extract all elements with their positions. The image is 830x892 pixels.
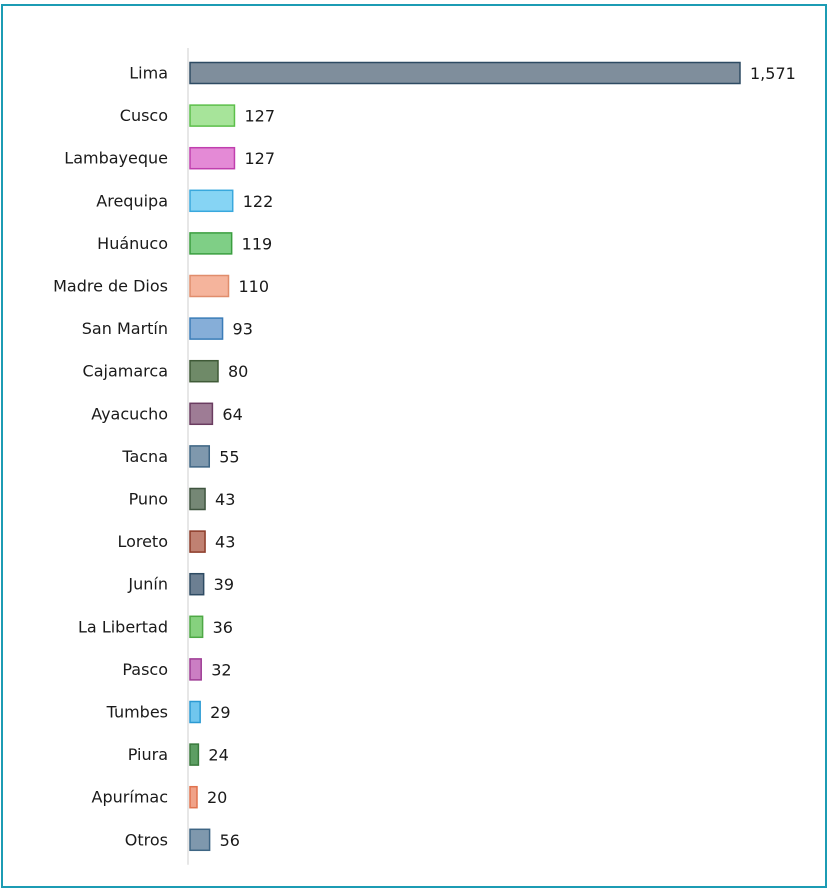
- data-label: 1,571: [750, 64, 796, 83]
- bar: [189, 359, 219, 383]
- bar-row: Puno 43: [129, 487, 235, 511]
- data-label: 43: [215, 533, 235, 552]
- category-tick-label: Cajamarca: [83, 362, 168, 381]
- category-tick-label: Arequipa: [96, 191, 168, 210]
- bar: [189, 445, 211, 468]
- data-label: 20: [207, 788, 227, 807]
- category-tick-label: Tacna: [121, 447, 168, 466]
- bar: [189, 104, 236, 127]
- category-tick-label: Loreto: [117, 532, 168, 551]
- bar: [189, 317, 224, 340]
- category-tick-label: Lima: [129, 64, 168, 83]
- bar-row: Tumbes 29: [106, 700, 231, 724]
- data-label: 43: [215, 490, 235, 509]
- data-label: 119: [242, 234, 273, 253]
- chart-frame: Lima 1,571 Cusco 127 Lambayeque 127 Arequipa 12…: [1, 4, 827, 888]
- data-label: 36: [213, 618, 233, 637]
- category-tick-label: Madre de Dios: [53, 277, 168, 296]
- data-label: 80: [228, 362, 248, 381]
- bar-row: Cajamarca 80: [83, 359, 248, 383]
- category-tick-label: Ayacucho: [91, 404, 168, 423]
- data-label: 24: [208, 746, 228, 765]
- bar-row: Piura 24: [128, 743, 229, 766]
- data-label: 55: [219, 447, 239, 466]
- category-tick-label: Otros: [125, 830, 168, 849]
- bar-row: Cusco 127: [120, 104, 275, 127]
- category-tick-label: Piura: [128, 745, 168, 764]
- bar: [189, 402, 214, 426]
- bar: [189, 743, 200, 766]
- data-label: 64: [222, 405, 242, 424]
- data-label: 127: [244, 107, 275, 126]
- data-label: 93: [233, 320, 253, 339]
- category-tick-label: La Libertad: [78, 617, 168, 636]
- data-label: 39: [214, 575, 234, 594]
- bar-row: Apurímac 20: [92, 785, 227, 809]
- bar: [189, 658, 202, 681]
- category-tick-label: Tumbes: [106, 703, 168, 722]
- bar-chart: Lima 1,571 Cusco 127 Lambayeque 127 Arequipa 12…: [53, 48, 796, 865]
- bar-row: Huánuco 119: [97, 232, 273, 255]
- bar: [189, 785, 198, 809]
- bar-row: San Martín 93: [82, 317, 253, 340]
- category-tick-label: Apurímac: [92, 788, 168, 807]
- bar-row: Ayacucho 64: [91, 402, 243, 426]
- category-tick-label: Puno: [129, 490, 168, 509]
- bar: [189, 530, 206, 553]
- bar-row: Otros 56: [125, 828, 240, 852]
- data-label: 110: [239, 277, 270, 296]
- bar: [189, 615, 204, 639]
- bar: [189, 146, 236, 170]
- bar: [189, 487, 206, 511]
- category-tick-label: Pasco: [122, 660, 168, 679]
- bar: [189, 828, 211, 852]
- bar-row: Lambayeque 127: [64, 146, 275, 170]
- bar-row: Loreto 43: [117, 530, 235, 553]
- data-label: 122: [243, 192, 274, 211]
- data-label: 32: [211, 660, 231, 679]
- bar-row: Lima 1,571: [129, 61, 796, 85]
- category-tick-label: Junín: [127, 575, 168, 594]
- bar: [189, 274, 230, 298]
- bar-row: Madre de Dios 110: [53, 274, 270, 298]
- bar: [189, 232, 233, 255]
- bar-row: Tacna 55: [121, 445, 240, 468]
- bar-row: La Libertad 36: [78, 615, 233, 639]
- bar-row: Pasco 32: [122, 658, 232, 681]
- bar: [189, 572, 205, 596]
- bar: [189, 61, 741, 85]
- data-label: 56: [220, 831, 240, 850]
- bar: [189, 189, 234, 213]
- category-tick-label: San Martín: [82, 319, 168, 338]
- data-label: 29: [210, 703, 230, 722]
- bar-row: Junín 39: [127, 572, 234, 596]
- bar-row: Arequipa 122: [96, 189, 274, 213]
- category-tick-label: Huánuco: [97, 234, 168, 253]
- bar: [189, 700, 201, 724]
- data-label: 127: [244, 149, 275, 168]
- category-tick-label: Lambayeque: [64, 149, 168, 168]
- category-tick-label: Cusco: [120, 106, 168, 125]
